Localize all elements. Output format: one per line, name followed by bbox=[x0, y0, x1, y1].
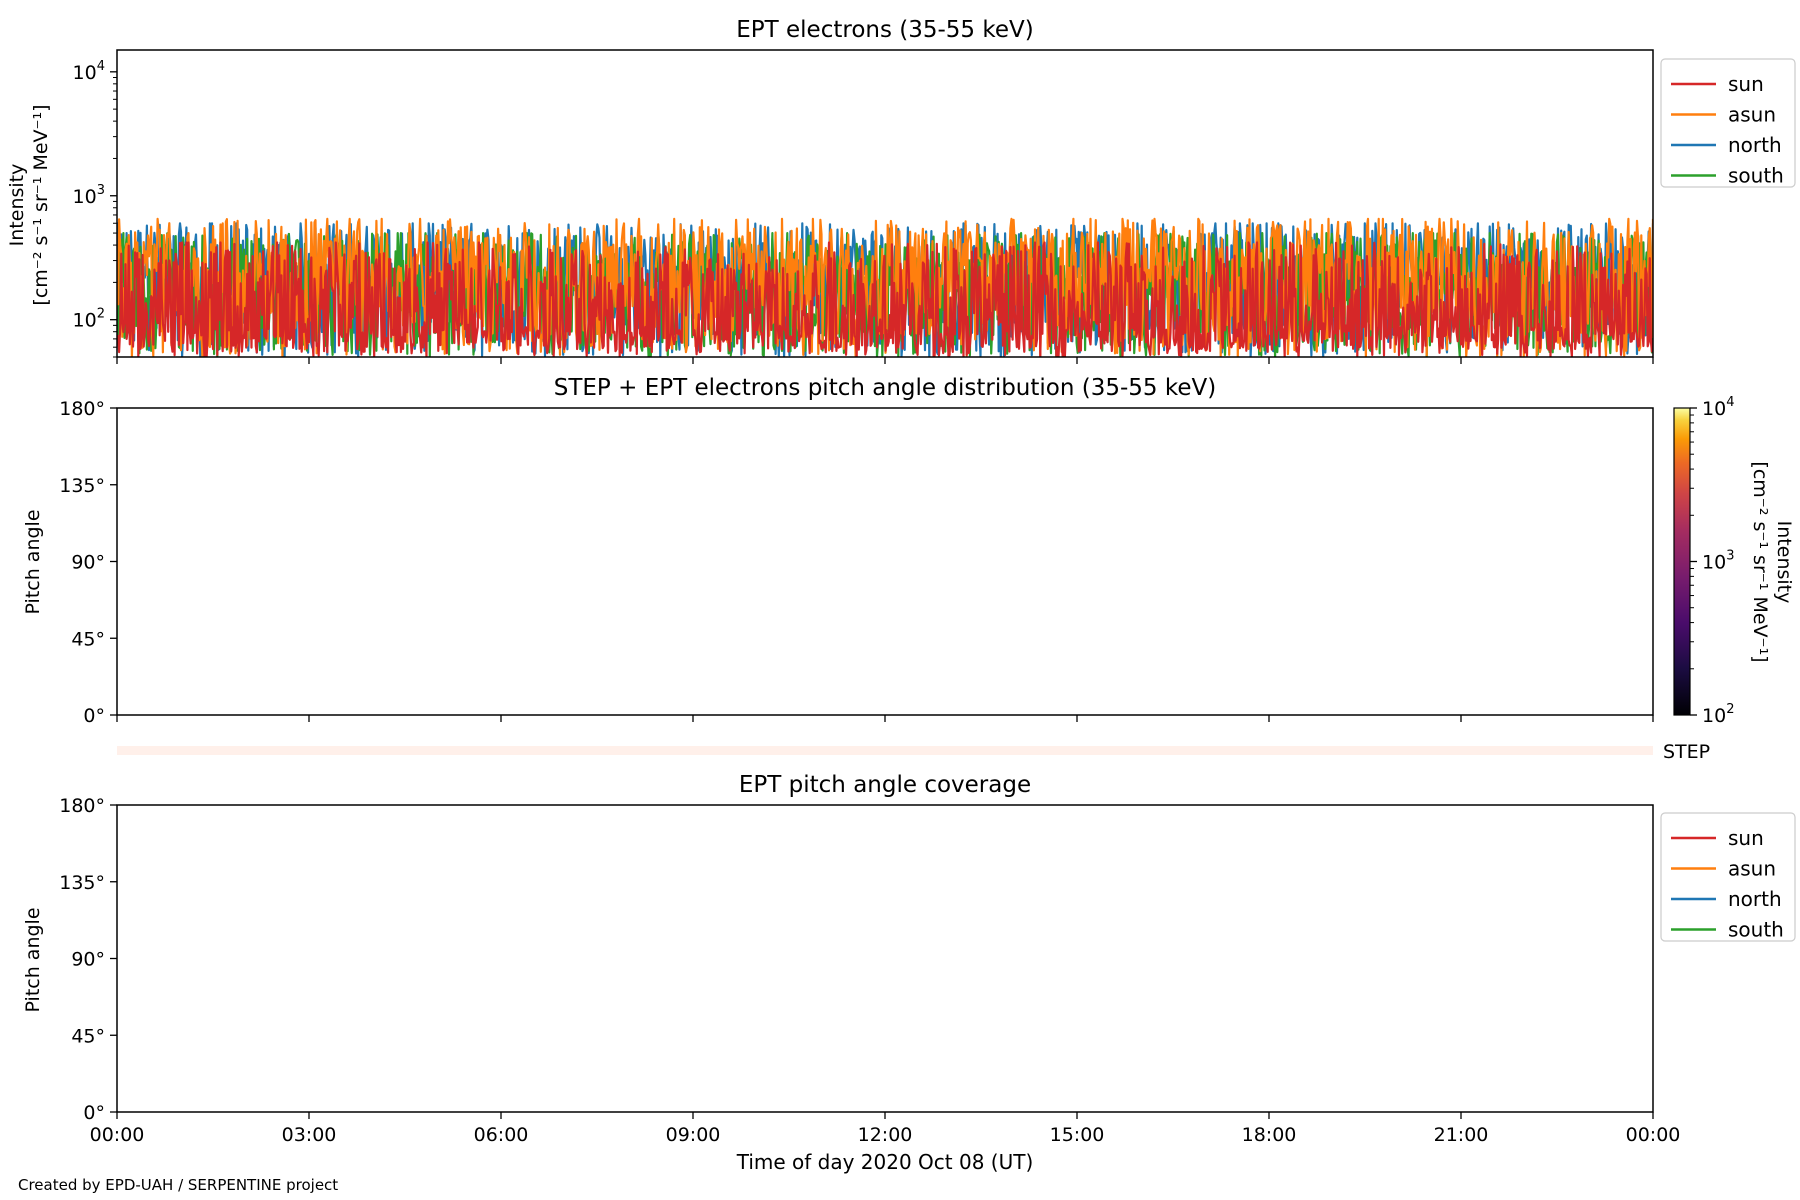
pad-ylabel: Pitch angle bbox=[22, 509, 44, 614]
intensity-legend-label-north: north bbox=[1728, 133, 1782, 157]
colorbar bbox=[1673, 407, 1691, 716]
intensity-x-ticks bbox=[116, 357, 1654, 364]
intensity-ytick-label: 103 bbox=[73, 183, 105, 208]
coverage-legend-box bbox=[1660, 812, 1796, 942]
intensity-legend-label-asun: asun bbox=[1728, 103, 1776, 127]
colorbar-tick-label: 104 bbox=[1702, 395, 1734, 420]
intensity-panel-title: EPT electrons (35-55 keV) bbox=[736, 17, 1033, 43]
coverage-y-axis: 0° 45° 90° 135° 180° bbox=[59, 795, 117, 1124]
coverage-ytick-label: 180° bbox=[59, 795, 105, 817]
coverage-xtick-label: 00:00 bbox=[1626, 1124, 1681, 1146]
step-strip-label: STEP bbox=[1663, 741, 1710, 763]
pad-panel-title: STEP + EPT electrons pitch angle distrib… bbox=[554, 375, 1216, 401]
coverage-xtick-label: 12:00 bbox=[858, 1124, 913, 1146]
pad-plot-frame bbox=[116, 407, 1654, 716]
coverage-x-axis: 00:00 03:00 06:00 09:00 12:00 15:00 18:00 21:00… bbox=[90, 1112, 1681, 1146]
coverage-legend-label-north: north bbox=[1728, 887, 1782, 911]
colorbar-ticks: 102 103 104 bbox=[1690, 395, 1734, 727]
intensity-ylabel-line1: Intensity bbox=[6, 164, 28, 247]
coverage-ytick-label: 45° bbox=[71, 1025, 105, 1047]
coverage-xtick-label: 06:00 bbox=[474, 1124, 529, 1146]
intensity-ytick-label: 104 bbox=[73, 59, 105, 84]
credit-footer: Created by EPD-UAH / SERPENTINE project bbox=[18, 1176, 339, 1194]
coverage-xtick-label: 09:00 bbox=[666, 1124, 721, 1146]
coverage-legend-label-asun: asun bbox=[1728, 857, 1776, 881]
coverage-plot-frame bbox=[116, 804, 1654, 1113]
step-strip-panel: STEP bbox=[117, 741, 1710, 763]
step-strip bbox=[117, 746, 1653, 755]
colorbar-label-line1: Intensity bbox=[1773, 521, 1795, 604]
intensity-y-axis: 102 103 104 bbox=[73, 59, 117, 358]
pad-ytick-label: 180° bbox=[59, 398, 105, 420]
coverage-ytick-label: 0° bbox=[83, 1102, 105, 1124]
intensity-legend-label-sun: sun bbox=[1728, 72, 1764, 96]
pad-ytick-label: 0° bbox=[83, 705, 105, 727]
coverage-ytick-label: 135° bbox=[59, 872, 105, 894]
coverage-xtick-label: 18:00 bbox=[1242, 1124, 1297, 1146]
pad-x-ticks bbox=[116, 715, 1654, 722]
intensity-ylabel-line2: [cm⁻² s⁻¹ sr⁻¹ MeV⁻¹] bbox=[30, 104, 52, 305]
coverage-xtick-label: 21:00 bbox=[1434, 1124, 1489, 1146]
intensity-ytick-label: 102 bbox=[73, 307, 105, 332]
colorbar-label-line2: [cm⁻² s⁻¹ sr⁻¹ MeV⁻¹] bbox=[1749, 461, 1771, 662]
colorbar-tick-label: 102 bbox=[1702, 702, 1734, 727]
coverage-xtick-label: 15:00 bbox=[1050, 1124, 1105, 1146]
intensity-panel: EPT electrons (35-55 keV) 102 103 104 Inte… bbox=[6, 17, 1796, 364]
pad-ytick-label: 90° bbox=[71, 552, 105, 574]
series-line-sun bbox=[117, 241, 1653, 357]
coverage-legend: sun asun north south bbox=[1660, 812, 1796, 942]
coverage-legend-label-south: south bbox=[1728, 918, 1784, 942]
coverage-xtick-label: 03:00 bbox=[282, 1124, 337, 1146]
intensity-legend: sun asun north south bbox=[1660, 58, 1796, 188]
coverage-panel: EPT pitch angle coverage 0° 45° 90° 135° 180… bbox=[22, 772, 1796, 1174]
intensity-legend-label-south: south bbox=[1728, 164, 1784, 188]
pad-ytick-label: 135° bbox=[59, 475, 105, 497]
intensity-legend-box bbox=[1660, 58, 1796, 188]
colorbar-tick-label: 103 bbox=[1702, 549, 1734, 574]
pad-y-axis: 0° 45° 90° 135° 180° bbox=[59, 398, 117, 727]
coverage-xlabel: Time of day 2020 Oct 08 (UT) bbox=[736, 1150, 1034, 1174]
pad-ytick-label: 45° bbox=[71, 628, 105, 650]
coverage-panel-title: EPT pitch angle coverage bbox=[739, 772, 1031, 798]
pad-panel: STEP + EPT electrons pitch angle distrib… bbox=[22, 375, 1795, 727]
coverage-xtick-label: 00:00 bbox=[90, 1124, 145, 1146]
coverage-legend-label-sun: sun bbox=[1728, 826, 1764, 850]
coverage-ylabel: Pitch angle bbox=[22, 907, 44, 1012]
coverage-ytick-label: 90° bbox=[71, 949, 105, 971]
intensity-series-group bbox=[117, 217, 1653, 357]
